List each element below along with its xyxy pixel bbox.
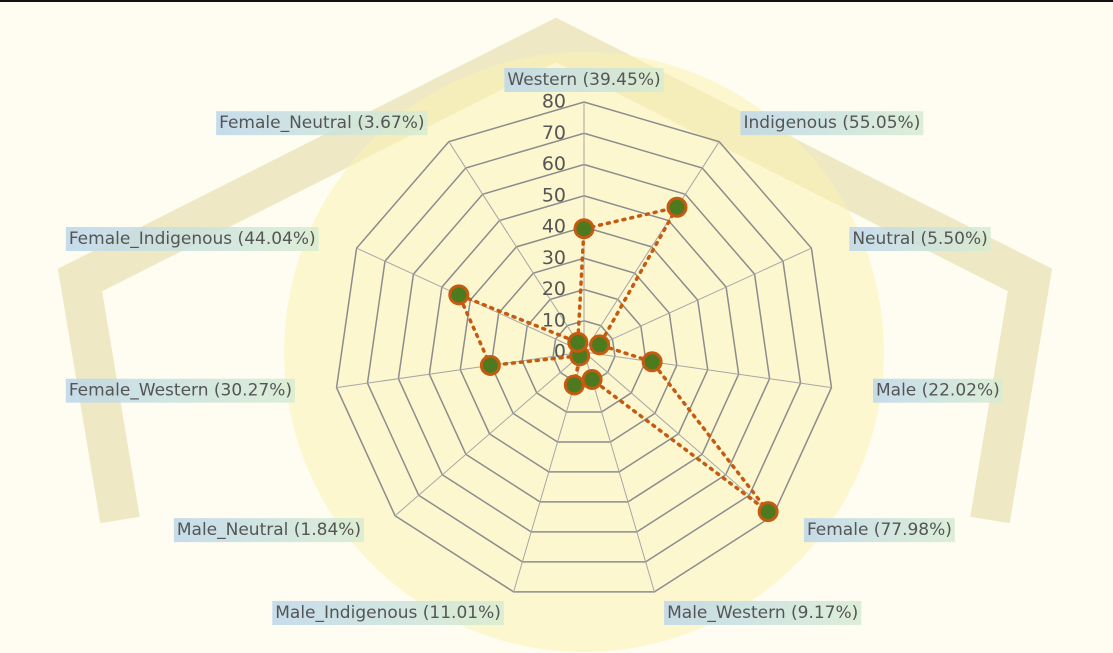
label-background bbox=[740, 111, 924, 136]
spoke bbox=[583, 247, 812, 353]
grid-line bbox=[335, 101, 833, 593]
r-tick-label: 40 bbox=[542, 216, 566, 238]
spoke bbox=[583, 351, 655, 593]
category-label: Female_Western (30.27%) bbox=[69, 381, 292, 401]
label-background bbox=[272, 600, 504, 625]
label-background bbox=[65, 227, 319, 252]
label-background bbox=[803, 518, 955, 543]
marker bbox=[641, 351, 663, 373]
label-background bbox=[65, 378, 296, 403]
grid-line bbox=[490, 257, 678, 443]
r-tick-label: 80 bbox=[542, 91, 566, 113]
label-background bbox=[216, 111, 428, 136]
marker bbox=[581, 368, 603, 390]
category-label: Female (77.98%) bbox=[807, 520, 952, 540]
watermark bbox=[57, 17, 1053, 524]
marker bbox=[589, 334, 611, 356]
category-label: Female_Indigenous (44.04%) bbox=[69, 229, 316, 249]
r-tick-label: 20 bbox=[542, 278, 566, 300]
category-label: Male_Western (9.17%) bbox=[667, 603, 858, 623]
category-label: Neutral (5.50%) bbox=[852, 229, 987, 249]
marker bbox=[567, 331, 589, 353]
category-label: Indigenous (55.05%) bbox=[743, 113, 920, 133]
r-tick-label: 60 bbox=[542, 153, 566, 175]
r-tick-label: 30 bbox=[542, 247, 566, 269]
marker bbox=[563, 374, 585, 396]
spoke bbox=[583, 141, 720, 353]
spoke bbox=[448, 141, 585, 353]
spoke bbox=[583, 351, 832, 389]
marker bbox=[757, 501, 779, 523]
label-background bbox=[173, 518, 365, 543]
marker bbox=[573, 218, 595, 240]
spoke bbox=[583, 351, 774, 517]
category-label: Western (39.45%) bbox=[507, 70, 660, 90]
category-label: Male_Indigenous (11.01%) bbox=[275, 603, 501, 623]
r-tick-label: 50 bbox=[542, 184, 566, 206]
spoke bbox=[336, 351, 585, 389]
label-background bbox=[664, 600, 862, 625]
label-background bbox=[504, 68, 664, 92]
category-label: Male_Neutral (1.84%) bbox=[177, 520, 361, 540]
grid-line bbox=[459, 226, 709, 473]
grid-line bbox=[428, 194, 740, 503]
category-label: Female_Neutral (3.67%) bbox=[219, 113, 424, 133]
marker bbox=[666, 196, 688, 218]
category-label: Male (22.02%) bbox=[876, 381, 1000, 401]
label-background bbox=[872, 378, 1003, 403]
r-tick-label: 70 bbox=[542, 122, 566, 144]
grid-line bbox=[521, 288, 647, 413]
marker bbox=[448, 284, 470, 306]
r-tick-label: 10 bbox=[542, 309, 566, 331]
marker bbox=[479, 354, 501, 376]
grid-line bbox=[366, 132, 802, 563]
label-background bbox=[849, 227, 991, 252]
grid-line bbox=[397, 163, 771, 533]
spoke bbox=[394, 351, 585, 517]
